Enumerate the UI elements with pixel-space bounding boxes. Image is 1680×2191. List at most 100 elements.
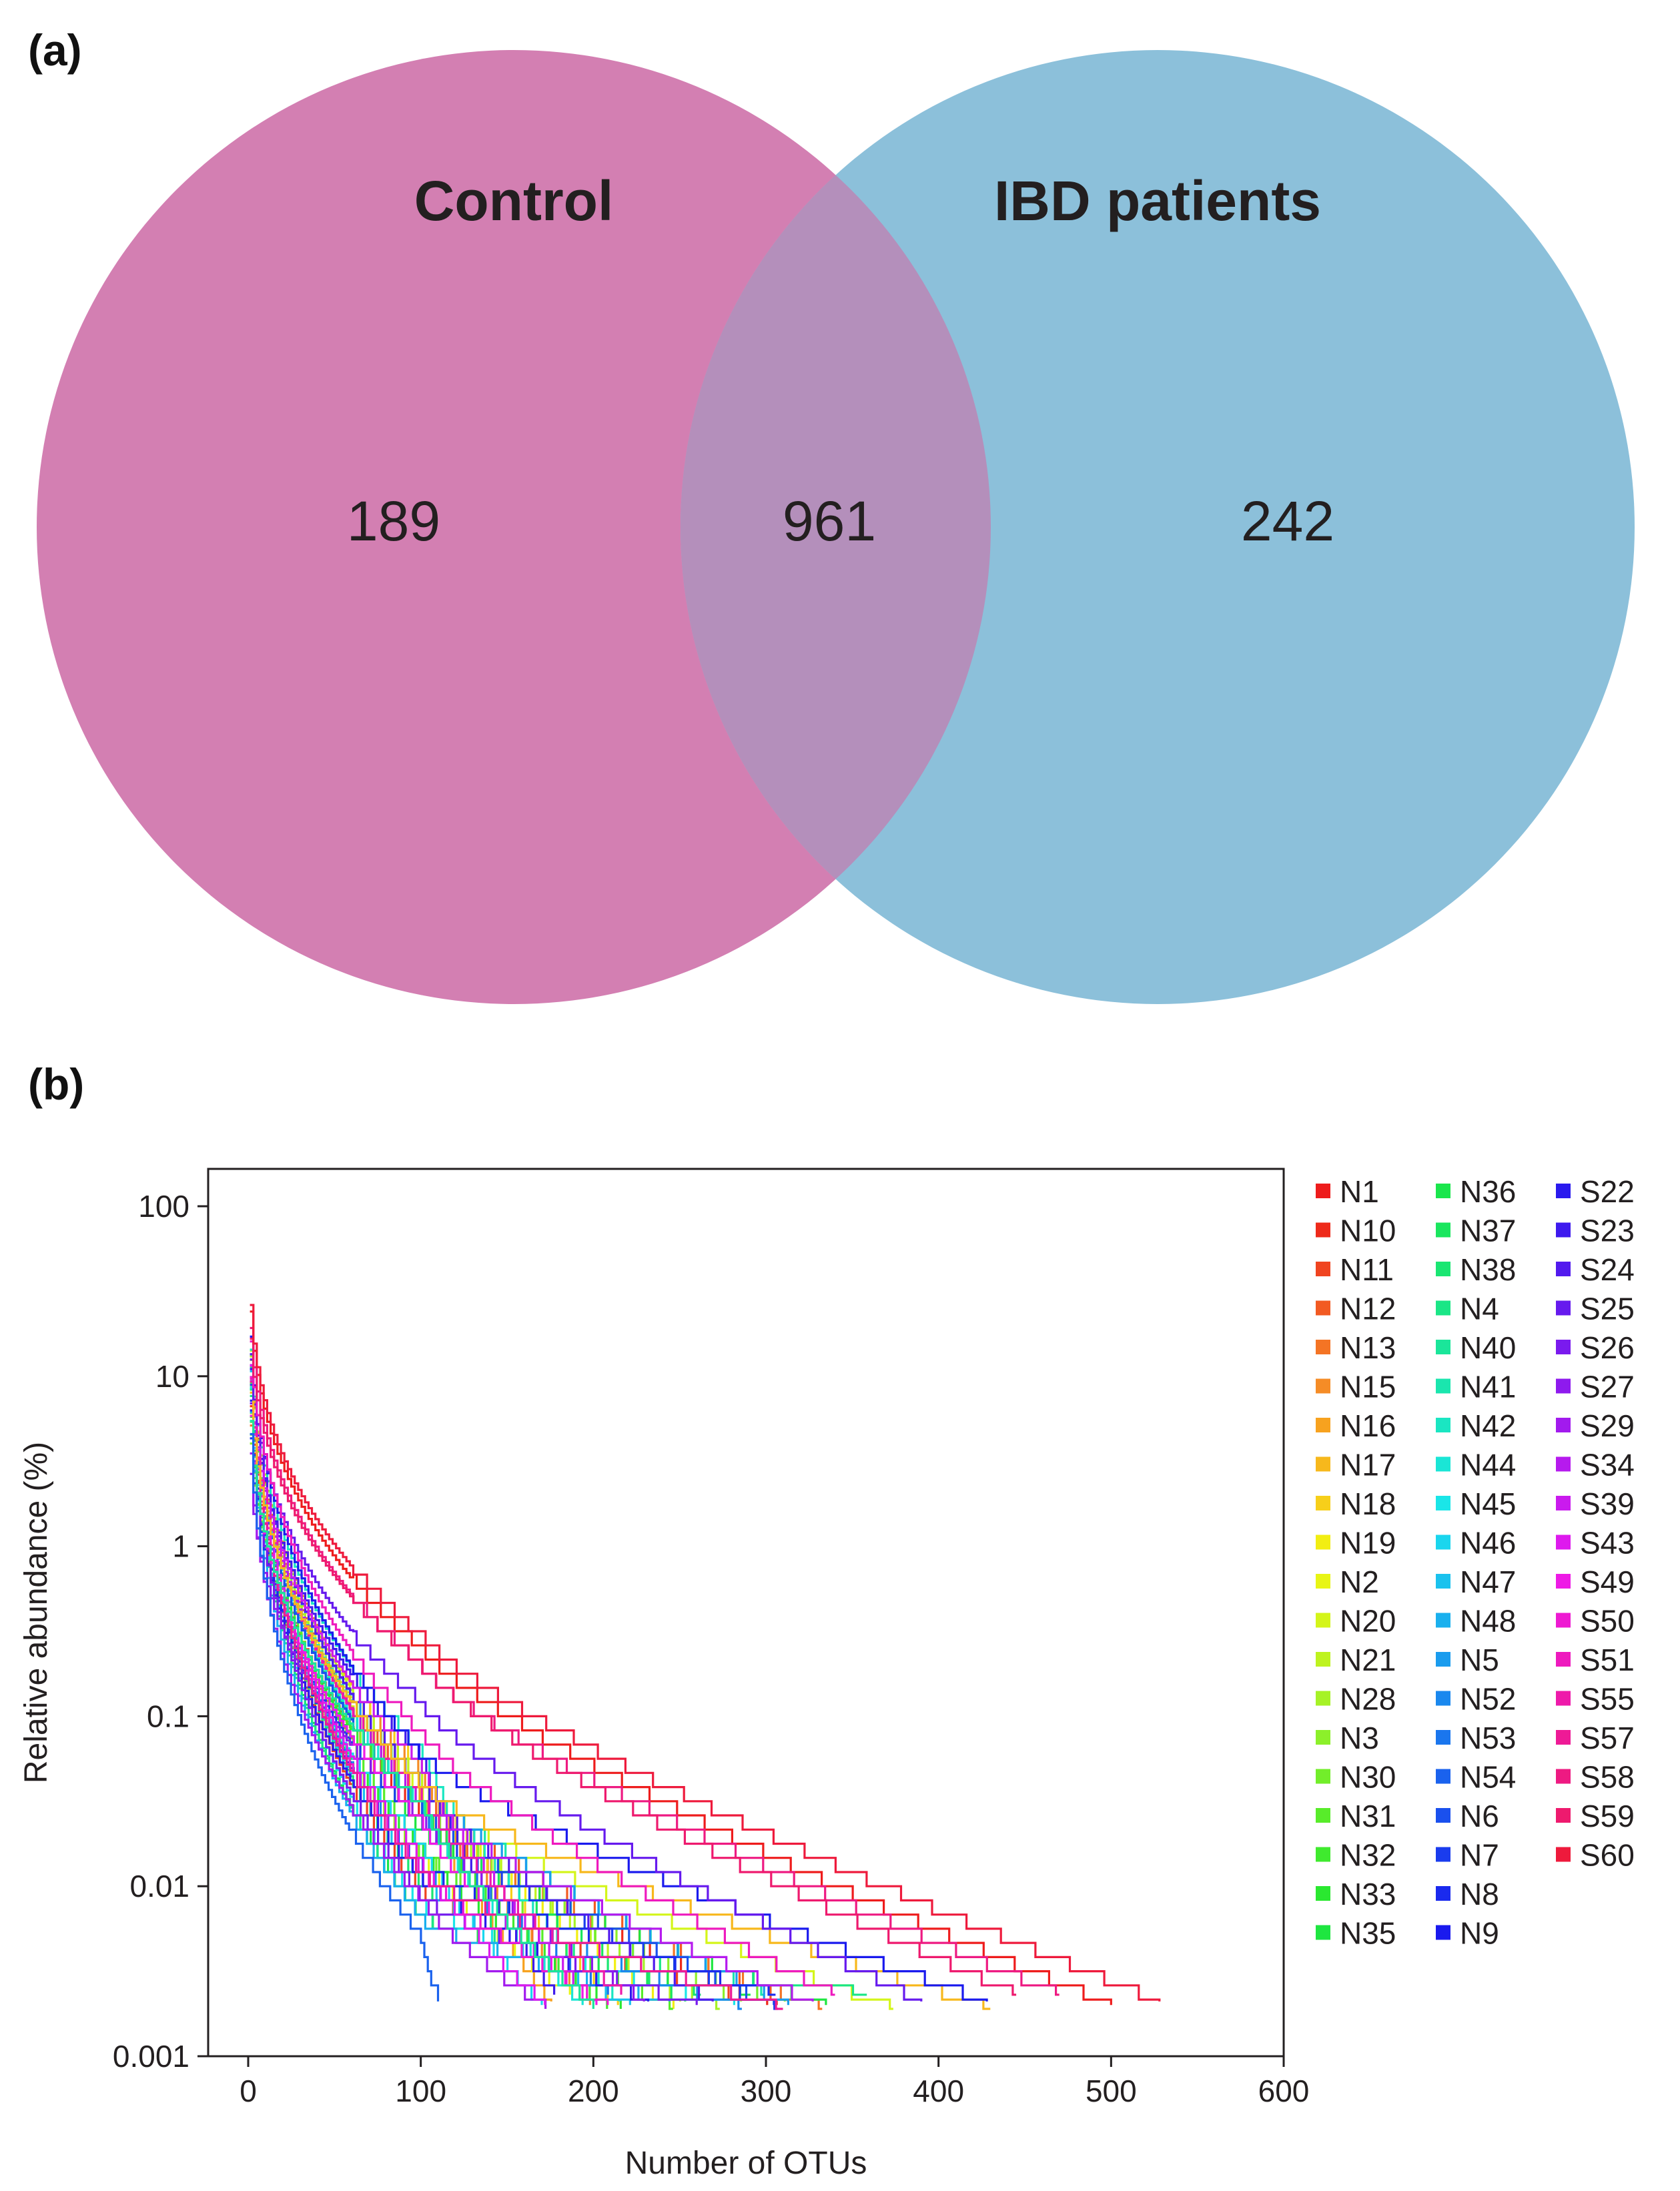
legend-item-n16: N16 — [1316, 1408, 1396, 1443]
venn-label-control: Control — [414, 169, 614, 232]
legend-swatch — [1556, 1456, 1571, 1472]
legend-label: S55 — [1580, 1682, 1635, 1717]
legend-label: N7 — [1460, 1838, 1499, 1873]
legend-item-s50: S50 — [1556, 1604, 1635, 1639]
legend-item-n28: N28 — [1316, 1682, 1396, 1717]
legend-swatch — [1436, 1456, 1450, 1472]
legend-item-s60: S60 — [1556, 1838, 1635, 1873]
legend-swatch — [1436, 1808, 1450, 1823]
legend-swatch — [1316, 1808, 1330, 1823]
curve-s51 — [250, 1340, 835, 1996]
legend-swatch — [1556, 1613, 1571, 1628]
legend-item-n11: N11 — [1316, 1252, 1394, 1287]
venn-label-ibd: IBD patients — [994, 169, 1321, 232]
legend-label: N36 — [1460, 1174, 1516, 1209]
legend-item-n1: N1 — [1316, 1174, 1379, 1209]
y-axis: 0.001 0.01 0.1 1 10 100 — [113, 1189, 208, 2074]
legend-swatch — [1436, 1222, 1450, 1238]
x-tick-label: 300 — [741, 2074, 792, 2108]
legend-item-n2: N2 — [1316, 1565, 1379, 1599]
legend-swatch — [1556, 1730, 1571, 1745]
curve-n54 — [250, 1432, 440, 2002]
legend-swatch — [1316, 1535, 1330, 1550]
legend-swatch — [1316, 1262, 1330, 1276]
legend-label: N45 — [1460, 1486, 1516, 1521]
legend-item-n32: N32 — [1316, 1838, 1396, 1873]
legend-swatch — [1436, 1418, 1450, 1432]
legend-swatch — [1316, 1496, 1330, 1510]
legend-item-n45: N45 — [1436, 1486, 1516, 1521]
rank-abundance-chart: 0 100 200 300 400 500 600 0.001 0.01 0.1 1 10 100 N… — [19, 1168, 1309, 2181]
legend-item-n18: N18 — [1316, 1486, 1396, 1521]
legend-item-n41: N41 — [1436, 1370, 1516, 1404]
legend: N1 N10 N11 N12 N13 N15 N16 N17 N18 N19 N2 N20 N21 N28… — [1316, 1174, 1635, 1951]
legend-label: N32 — [1340, 1838, 1396, 1873]
legend-label: N47 — [1460, 1565, 1516, 1599]
legend-label: N9 — [1460, 1916, 1499, 1951]
legend-swatch — [1316, 1847, 1330, 1862]
legend-swatch — [1316, 1184, 1330, 1198]
legend-swatch — [1436, 1496, 1450, 1510]
legend-swatch — [1436, 1300, 1450, 1316]
legend-item-n9: N9 — [1436, 1916, 1499, 1951]
legend-label: S24 — [1580, 1252, 1635, 1287]
legend-item-n19: N19 — [1316, 1526, 1396, 1561]
legend-swatch — [1556, 1378, 1571, 1394]
legend-swatch — [1316, 1574, 1330, 1589]
legend-item-n31: N31 — [1316, 1799, 1396, 1833]
legend-label: N48 — [1460, 1604, 1516, 1639]
legend-label: N42 — [1460, 1408, 1516, 1443]
legend-label: N54 — [1460, 1760, 1516, 1795]
legend-swatch — [1316, 1769, 1330, 1784]
legend-item-n42: N42 — [1436, 1408, 1516, 1443]
legend-label: S57 — [1580, 1721, 1635, 1755]
legend-label: N31 — [1340, 1799, 1396, 1833]
legend-swatch — [1556, 1340, 1571, 1354]
legend-label: S34 — [1580, 1448, 1635, 1482]
legend-item-s55: S55 — [1556, 1682, 1635, 1717]
legend-label: S60 — [1580, 1838, 1635, 1873]
x-tick-label: 400 — [913, 2074, 964, 2108]
curve-s25 — [250, 1358, 923, 2002]
legend-swatch — [1316, 1300, 1330, 1316]
legend-label: N16 — [1340, 1408, 1396, 1443]
legend-swatch — [1436, 1535, 1450, 1550]
legend-swatch — [1436, 1262, 1450, 1276]
legend-swatch — [1556, 1769, 1571, 1784]
legend-item-n17: N17 — [1316, 1448, 1396, 1482]
legend-label: N21 — [1340, 1643, 1396, 1677]
legend-swatch — [1316, 1730, 1330, 1745]
legend-label: S59 — [1580, 1799, 1635, 1833]
legend-item-n21: N21 — [1316, 1643, 1396, 1677]
legend-swatch — [1316, 1691, 1330, 1706]
legend-label: S27 — [1580, 1370, 1635, 1404]
legend-swatch — [1436, 1613, 1450, 1628]
legend-item-n13: N13 — [1316, 1330, 1396, 1365]
legend-label: N20 — [1340, 1604, 1396, 1639]
venn-count-ibd-only: 242 — [1241, 490, 1334, 552]
legend-item-s43: S43 — [1556, 1526, 1635, 1561]
legend-label: N38 — [1460, 1252, 1516, 1287]
legend-item-s34: S34 — [1556, 1448, 1635, 1482]
legend-swatch — [1556, 1418, 1571, 1432]
x-tick-label: 200 — [568, 2074, 619, 2108]
legend-label: N37 — [1460, 1214, 1516, 1248]
x-axis-title: Number of OTUs — [625, 2146, 867, 2181]
legend-swatch — [1436, 1886, 1450, 1901]
legend-label: N17 — [1340, 1448, 1396, 1482]
curve-n9 — [250, 1335, 988, 2002]
legend-swatch — [1316, 1222, 1330, 1238]
legend-item-n6: N6 — [1436, 1799, 1499, 1833]
legend-swatch — [1556, 1847, 1571, 1862]
curve-s57 — [250, 1380, 783, 2010]
legend-swatch — [1556, 1535, 1571, 1550]
legend-label: N33 — [1340, 1877, 1396, 1911]
venn-count-shared: 961 — [783, 490, 876, 552]
legend-item-s26: S26 — [1556, 1330, 1635, 1365]
legend-item-n35: N35 — [1316, 1916, 1396, 1951]
legend-swatch — [1556, 1300, 1571, 1316]
curve-s58 — [250, 1326, 1060, 1996]
legend-item-s57: S57 — [1556, 1721, 1635, 1755]
y-tick-label: 1 — [172, 1529, 189, 1564]
legend-swatch — [1556, 1574, 1571, 1589]
